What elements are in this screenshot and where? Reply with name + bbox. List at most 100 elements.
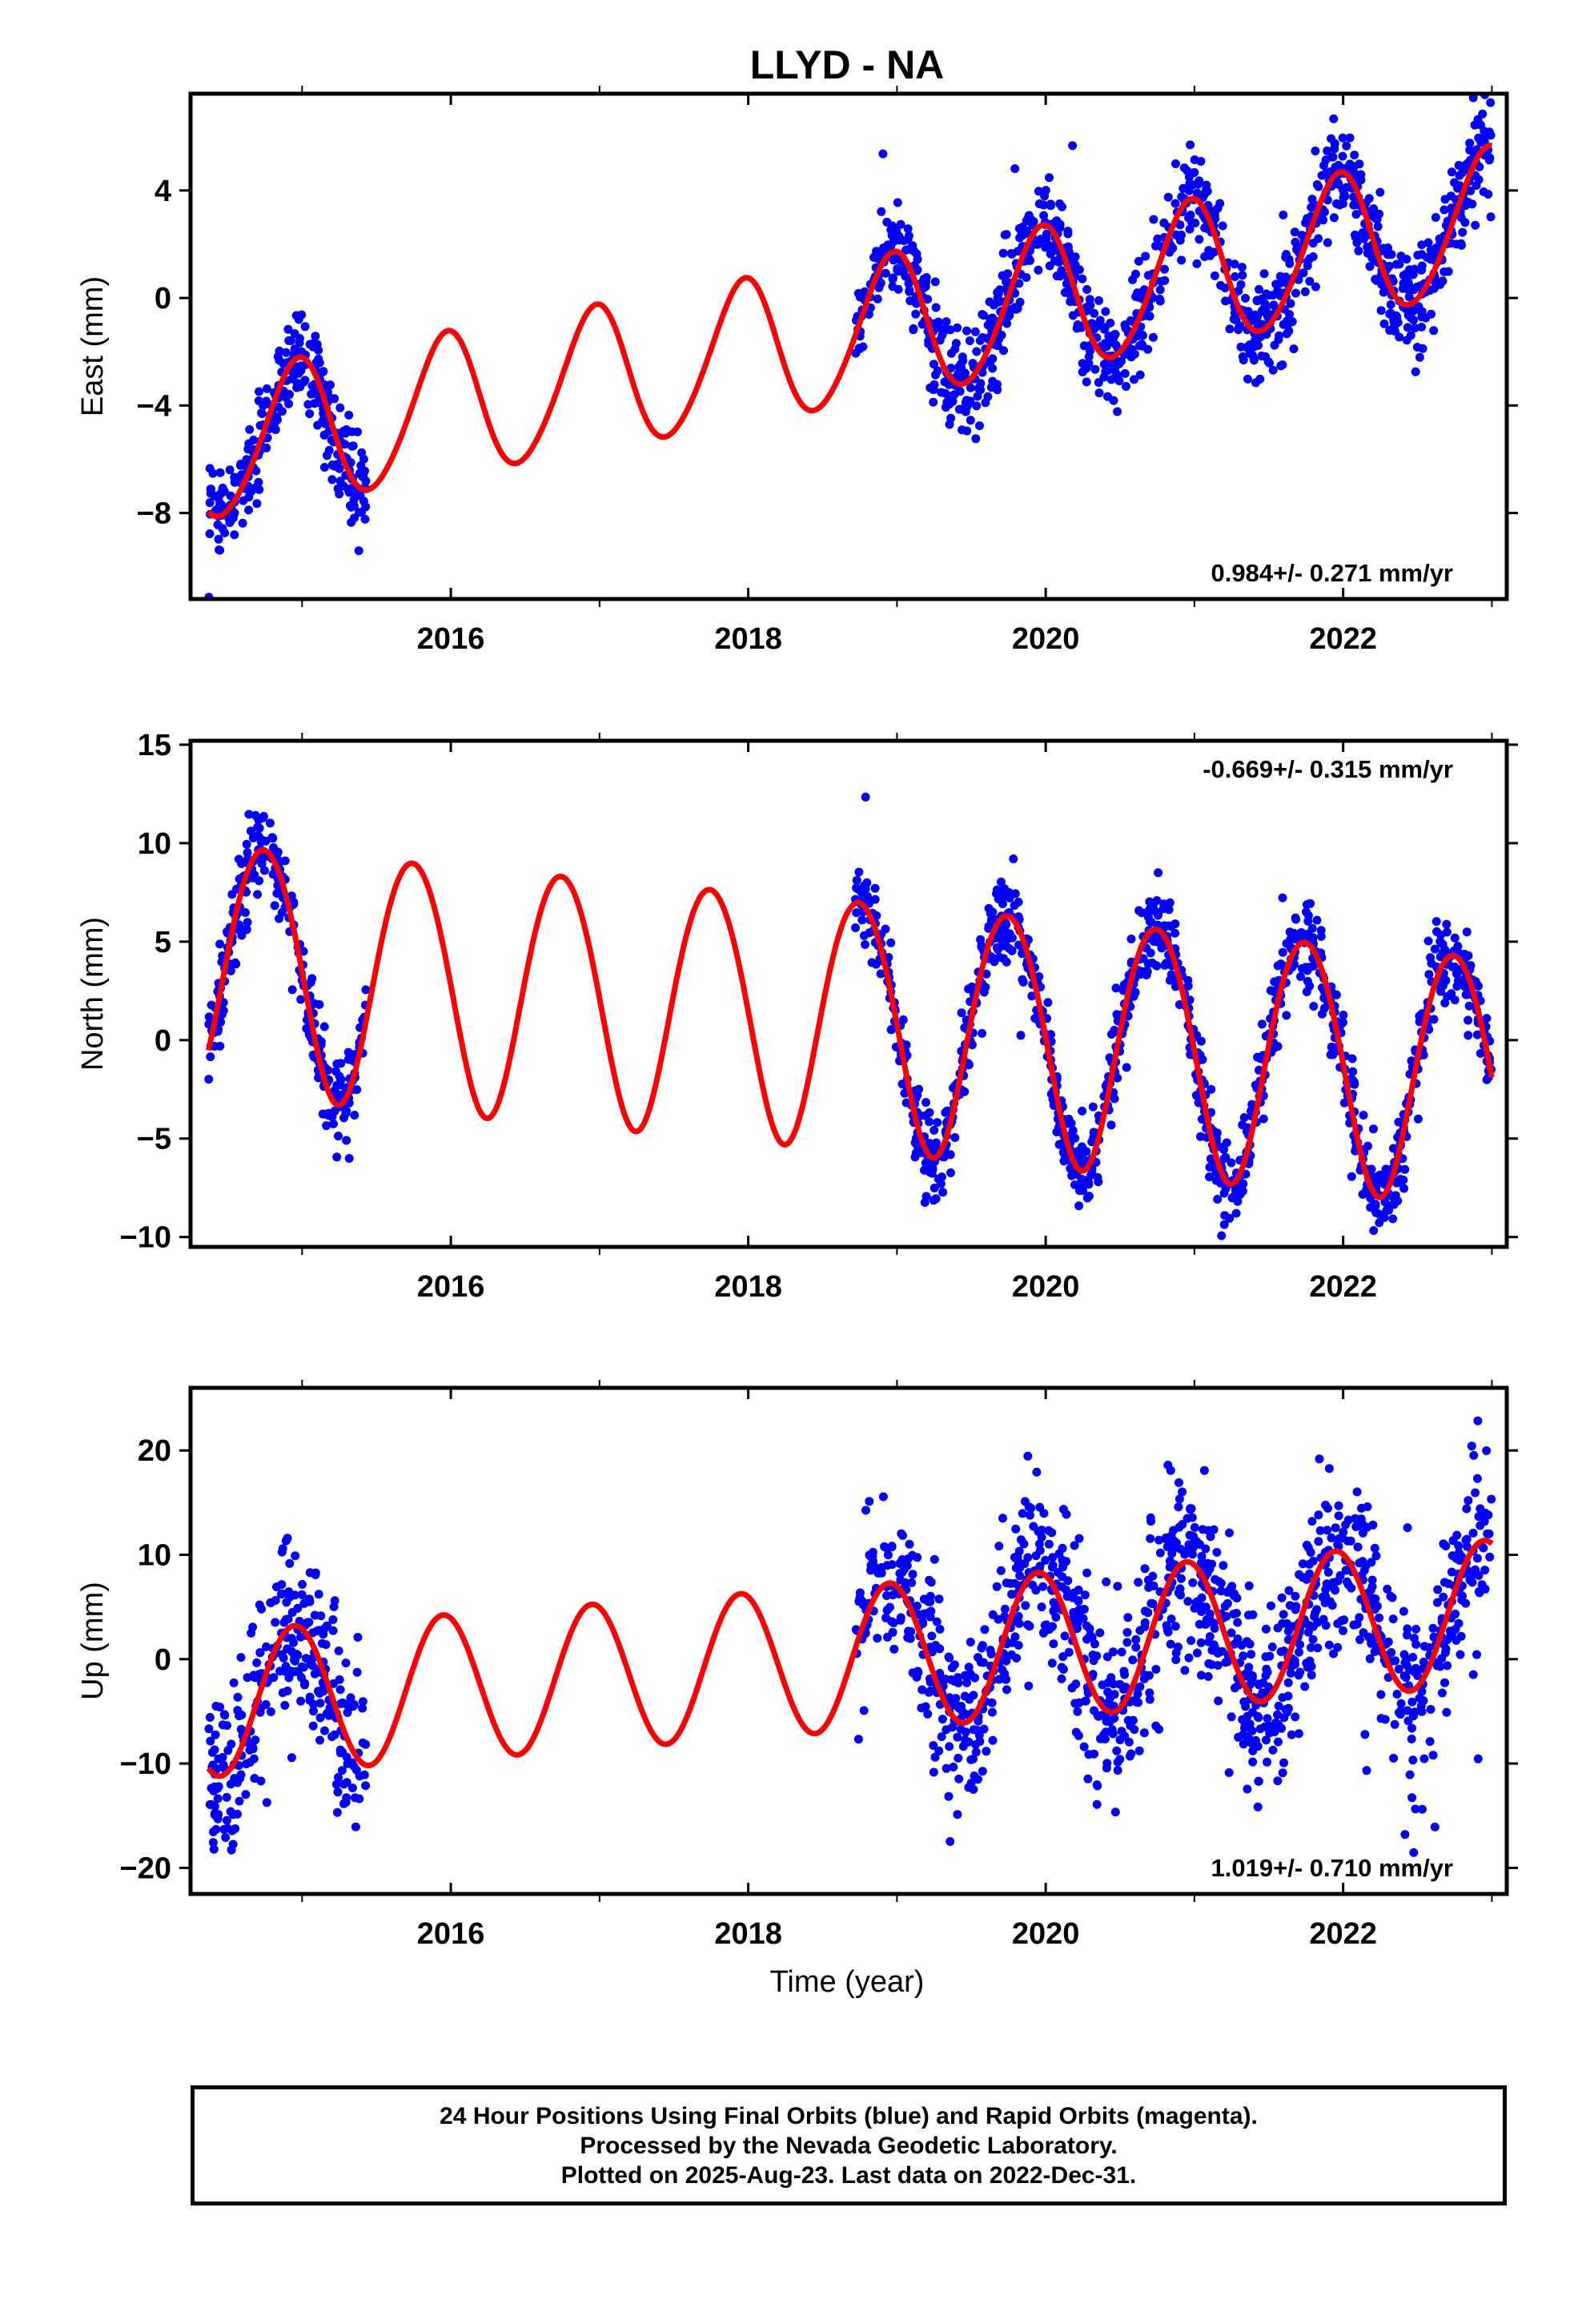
data-point xyxy=(333,484,343,493)
data-point xyxy=(898,1530,907,1540)
data-point xyxy=(1281,1705,1291,1715)
data-point xyxy=(932,1617,942,1626)
data-point xyxy=(907,1578,917,1587)
data-point xyxy=(1302,1540,1311,1550)
data-point xyxy=(1149,1581,1158,1590)
data-point xyxy=(1201,1544,1211,1554)
data-point xyxy=(935,1669,945,1678)
data-point xyxy=(1400,1830,1410,1839)
data-point xyxy=(953,1810,962,1819)
data-point xyxy=(1110,1026,1119,1035)
data-point xyxy=(1238,271,1247,280)
data-point xyxy=(895,1569,905,1578)
data-point xyxy=(1370,1543,1379,1553)
data-point xyxy=(1381,1164,1391,1174)
data-point xyxy=(337,1766,347,1775)
data-point xyxy=(1296,972,1305,981)
data-point xyxy=(929,360,938,369)
data-point xyxy=(305,340,315,349)
data-point xyxy=(1229,1610,1239,1618)
data-point xyxy=(1143,271,1153,280)
data-point xyxy=(1145,1671,1154,1680)
data-point xyxy=(1462,927,1472,937)
data-point xyxy=(1403,1523,1412,1533)
data-point xyxy=(215,468,225,477)
data-point xyxy=(280,1701,290,1710)
data-point xyxy=(271,1595,280,1605)
data-point xyxy=(218,524,227,533)
data-point xyxy=(996,877,1006,887)
y-tick-label: 10 xyxy=(138,1538,171,1572)
data-point xyxy=(275,1667,285,1676)
data-point xyxy=(1160,960,1170,970)
data-point xyxy=(1034,187,1043,196)
data-point xyxy=(994,1542,1004,1551)
data-point xyxy=(1486,212,1496,222)
y-tick-label: 0 xyxy=(155,282,171,316)
data-point xyxy=(1346,1536,1355,1546)
data-point xyxy=(1300,1682,1310,1691)
data-point xyxy=(1277,1593,1287,1602)
data-point xyxy=(1333,1642,1343,1652)
data-point xyxy=(986,952,996,962)
data-point xyxy=(1207,1084,1216,1094)
data-point xyxy=(1085,295,1094,304)
data-point xyxy=(1440,1648,1450,1658)
data-point xyxy=(1259,307,1267,316)
data-point xyxy=(998,1514,1007,1523)
data-point xyxy=(938,1715,947,1724)
data-point xyxy=(1411,367,1420,376)
data-point xyxy=(287,1608,297,1617)
data-point xyxy=(904,1626,913,1636)
data-point xyxy=(1092,1799,1102,1809)
data-point xyxy=(1074,1586,1083,1594)
data-point xyxy=(976,1658,986,1667)
data-point xyxy=(1131,1634,1141,1644)
data-point xyxy=(1436,931,1445,939)
data-point xyxy=(1140,1618,1150,1627)
data-point xyxy=(1367,1558,1376,1567)
data-point xyxy=(925,1117,934,1127)
data-point xyxy=(1171,159,1180,168)
data-point xyxy=(1286,299,1295,308)
data-point xyxy=(929,1741,938,1751)
data-point xyxy=(1255,284,1263,294)
data-point xyxy=(1329,114,1339,123)
data-point xyxy=(1284,1586,1294,1595)
data-point xyxy=(1386,300,1395,309)
data-point xyxy=(1262,1735,1271,1745)
data-point xyxy=(315,1713,325,1723)
data-point xyxy=(1260,1722,1270,1731)
y-tick-label: −4 xyxy=(137,389,171,423)
data-point xyxy=(1254,1776,1263,1786)
data-point xyxy=(1008,933,1017,943)
data-point xyxy=(1425,1737,1435,1747)
data-point xyxy=(1074,1534,1084,1543)
data-point xyxy=(1453,942,1463,951)
data-point xyxy=(1074,1201,1084,1211)
data-point xyxy=(1101,307,1110,316)
data-point xyxy=(257,408,267,418)
velocity-annotation: 1.019+/- 0.710 mm/yr xyxy=(1211,1854,1453,1882)
velocity-annotation: 0.984+/- 0.271 mm/yr xyxy=(1211,559,1453,587)
data-point xyxy=(1007,1650,1016,1659)
data-point xyxy=(321,1640,331,1650)
data-point xyxy=(1044,1539,1054,1549)
data-point xyxy=(1315,1526,1325,1535)
data-point xyxy=(1464,1031,1473,1040)
data-point xyxy=(1071,1727,1081,1737)
data-point xyxy=(1196,1132,1205,1141)
data-point xyxy=(1186,1505,1195,1514)
data-point xyxy=(878,1492,888,1502)
data-point xyxy=(942,317,951,327)
data-point xyxy=(1312,1605,1322,1614)
data-point xyxy=(1002,1675,1011,1684)
data-point xyxy=(1010,901,1019,911)
data-point xyxy=(1130,349,1139,359)
model-fit-line xyxy=(206,1538,1494,1779)
data-point xyxy=(1311,282,1320,292)
data-point xyxy=(1303,916,1313,926)
data-point xyxy=(1329,1649,1338,1659)
data-point xyxy=(1113,1766,1122,1775)
data-point xyxy=(1213,203,1223,213)
